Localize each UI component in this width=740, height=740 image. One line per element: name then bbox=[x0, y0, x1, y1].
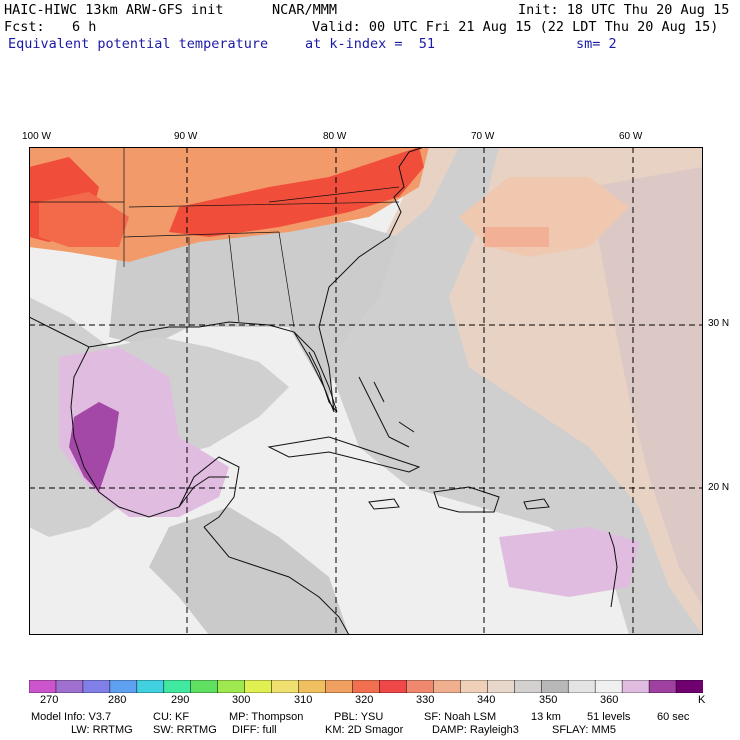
colorbar-swatch bbox=[540, 680, 569, 693]
lon-label-80w: 80 W bbox=[323, 131, 347, 142]
footer-sflay: SFLAY: MM5 bbox=[552, 724, 616, 736]
valid-time: Valid: 00 UTC Fri 21 Aug 15 (22 LDT Thu … bbox=[312, 19, 719, 35]
atlantic-gray-band bbox=[329, 147, 703, 635]
lon-label-100w: 100 W bbox=[22, 131, 51, 142]
atlantic-mauve-region bbox=[589, 167, 703, 607]
colorbar-swatch bbox=[325, 680, 354, 693]
lesser-antilles bbox=[608, 531, 618, 608]
colorbar-unit: K bbox=[698, 694, 706, 706]
central-america-gray bbox=[149, 507, 349, 635]
colorbar-swatch bbox=[621, 680, 650, 693]
colorbar-tick-360: 360 bbox=[600, 694, 619, 706]
colorbar-swatch bbox=[352, 680, 381, 693]
colorbar-swatch bbox=[136, 680, 165, 693]
colorbar-swatch bbox=[594, 680, 623, 693]
lat-label-30n: 30 N bbox=[708, 318, 730, 329]
lon-label-60w: 60 W bbox=[619, 131, 643, 142]
colorbar-tick-310: 310 bbox=[294, 694, 313, 706]
florida-peninsula bbox=[293, 331, 338, 413]
coastlines bbox=[29, 147, 618, 635]
footer-km: KM: 2D Smagor bbox=[325, 724, 404, 736]
jamaica bbox=[368, 498, 400, 510]
footer-levels: 51 levels bbox=[587, 711, 631, 723]
colorbar-swatch bbox=[271, 680, 300, 693]
us-red-band bbox=[169, 147, 424, 237]
colorbar-swatch bbox=[379, 680, 408, 693]
colorbar-swatch bbox=[487, 680, 516, 693]
colorbar-swatch bbox=[460, 680, 489, 693]
caribbean-lavender bbox=[499, 527, 639, 597]
colorbar-swatch bbox=[406, 680, 435, 693]
mexico-purple-core bbox=[69, 402, 119, 492]
colorbar-swatch bbox=[109, 680, 138, 693]
footer-timestep: 60 sec bbox=[657, 711, 690, 723]
lon-label-70w: 70 W bbox=[471, 131, 495, 142]
bahamas bbox=[358, 376, 415, 448]
colorbar-tick-290: 290 bbox=[171, 694, 190, 706]
model-title: HAIC-HIWC 13km ARW-GFS init bbox=[4, 2, 224, 18]
graticule bbox=[29, 147, 703, 635]
forecast-label: Fcst: bbox=[4, 19, 45, 35]
smoothing-label: sm= 2 bbox=[576, 36, 617, 52]
colorbar-swatch bbox=[244, 680, 273, 693]
colorbar-swatch bbox=[433, 680, 462, 693]
footer-lw: LW: RRTMG bbox=[71, 724, 133, 736]
colorbar bbox=[29, 680, 703, 693]
us-gulf-coast bbox=[29, 147, 425, 413]
colorbar-tick-320: 320 bbox=[355, 694, 374, 706]
colorbar-swatch bbox=[190, 680, 219, 693]
field-name: Equivalent potential temperature bbox=[8, 36, 269, 52]
colorbar-tick-330: 330 bbox=[416, 694, 435, 706]
colorbar-swatch bbox=[217, 680, 246, 693]
org-label: NCAR/MMM bbox=[272, 2, 338, 18]
colorbar-swatch bbox=[163, 680, 192, 693]
colorbar-swatch bbox=[648, 680, 677, 693]
colorbar-swatch bbox=[675, 680, 703, 693]
forecast-hour: 6 h bbox=[72, 19, 97, 35]
colorbar-swatch bbox=[514, 680, 542, 693]
central-america-coast bbox=[203, 526, 350, 635]
yucatan bbox=[178, 456, 240, 528]
theta-e-map bbox=[29, 147, 703, 635]
puerto-rico bbox=[523, 498, 550, 510]
init-time: Init: 18 UTC Thu 20 Aug 15 bbox=[518, 2, 730, 18]
footer-resolution: 13 km bbox=[531, 711, 561, 723]
footer-model-info: Model Info: V3.7 bbox=[31, 711, 112, 723]
lon-label-90w: 90 W bbox=[174, 131, 198, 142]
footer-pbl: PBL: YSU bbox=[334, 711, 384, 723]
footer-sf: SF: Noah LSM bbox=[424, 711, 497, 723]
colorbar-swatch bbox=[298, 680, 327, 693]
footer-diff: DIFF: full bbox=[232, 724, 277, 736]
colorbar-swatch bbox=[567, 680, 596, 693]
colorbar-swatch bbox=[82, 680, 111, 693]
footer-damp: DAMP: Rayleigh3 bbox=[432, 724, 519, 736]
colorbar-tick-300: 300 bbox=[232, 694, 251, 706]
footer-mp: MP: Thompson bbox=[229, 711, 304, 723]
colorbar-tick-270: 270 bbox=[40, 694, 59, 706]
lat-label-20n: 20 N bbox=[708, 482, 730, 493]
footer-cu: CU: KF bbox=[153, 711, 190, 723]
texas-red-patch bbox=[39, 192, 129, 247]
colorbar-swatch bbox=[55, 680, 84, 693]
cuba bbox=[267, 436, 421, 473]
state-lines bbox=[29, 147, 400, 328]
colorbar-tick-280: 280 bbox=[108, 694, 127, 706]
atlantic-orange-patch bbox=[484, 227, 549, 247]
level-label: at k-index = 51 bbox=[305, 36, 436, 52]
footer-sw: SW: RRTMG bbox=[153, 724, 217, 736]
mexico-east-coast bbox=[70, 346, 229, 518]
southeast-us-gray bbox=[109, 222, 399, 397]
hispaniola bbox=[433, 486, 500, 513]
map-frame bbox=[29, 147, 703, 635]
colorbar-tick-350: 350 bbox=[539, 694, 558, 706]
colorbar-swatch bbox=[29, 680, 57, 693]
colorbar-tick-340: 340 bbox=[477, 694, 496, 706]
